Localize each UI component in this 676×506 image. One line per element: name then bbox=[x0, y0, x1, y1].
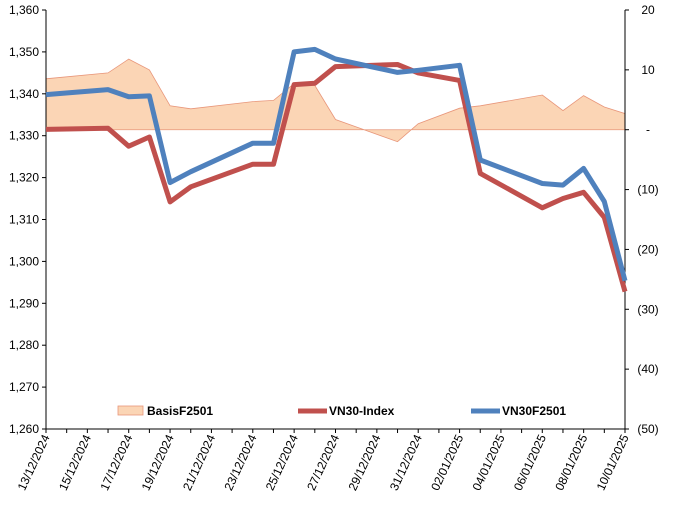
y-left-tick-label: 1,350 bbox=[9, 45, 39, 59]
line-layer bbox=[45, 46, 628, 293]
y-left-tick-label: 1,330 bbox=[9, 129, 39, 143]
y-left-tick-label: 1,320 bbox=[9, 171, 39, 185]
legend-swatch bbox=[117, 405, 144, 416]
legend-label: VN30-Index bbox=[329, 404, 395, 418]
y-left-tick-label: 1,310 bbox=[9, 213, 39, 227]
y-left-tick-label: 1,290 bbox=[9, 296, 39, 310]
y-left-tick-label: 1,270 bbox=[9, 380, 39, 394]
legend: BasisF2501 VN30-Index VN30F2501 bbox=[117, 404, 566, 418]
y-left-tick-label: 1,300 bbox=[9, 254, 39, 268]
y-right-tick-label: (10) bbox=[637, 183, 658, 197]
y-right-tick-label: (20) bbox=[637, 242, 658, 256]
y-left-tick-label: 1,280 bbox=[9, 338, 39, 352]
y-right-tick-label: (40) bbox=[637, 362, 658, 376]
series-line-vn30f2501 bbox=[45, 46, 628, 282]
y-left-tick-label: 1,260 bbox=[9, 422, 39, 436]
series-line-vn30-index bbox=[45, 62, 628, 293]
y-left-tick-label: 1,340 bbox=[9, 87, 39, 101]
area-layer bbox=[45, 58, 626, 143]
y-right-tick-label: (30) bbox=[637, 302, 658, 316]
legend-label: VN30F2501 bbox=[502, 404, 566, 418]
y-right-tick-label: - bbox=[646, 123, 650, 137]
series-area-basisf2501 bbox=[45, 58, 626, 143]
y-right-tick-label: 20 bbox=[641, 3, 655, 17]
y-right-tick-label: (50) bbox=[637, 422, 658, 436]
legend-label: BasisF2501 bbox=[147, 404, 213, 418]
y-right-tick-label: 10 bbox=[641, 63, 655, 77]
y-left-tick-label: 1,360 bbox=[9, 3, 39, 17]
